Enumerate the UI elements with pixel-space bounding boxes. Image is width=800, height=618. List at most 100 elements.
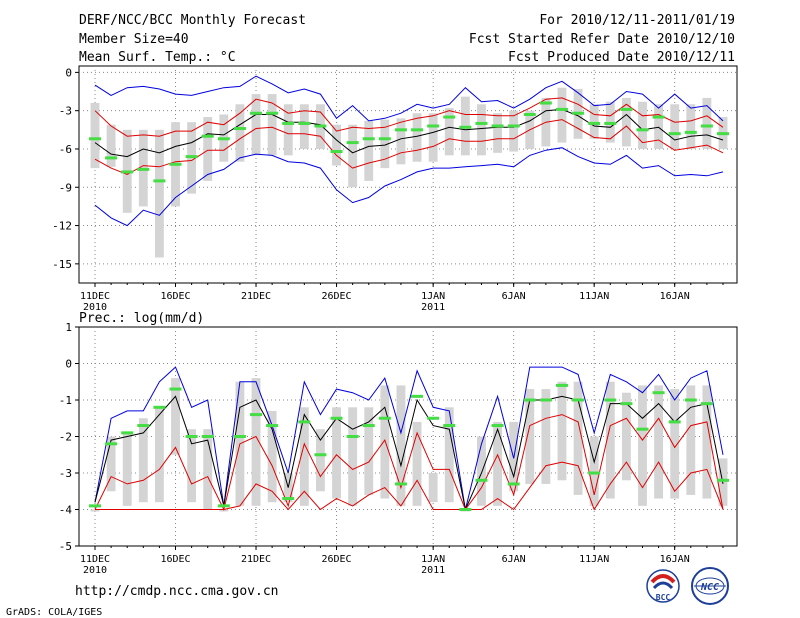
ensemble-box xyxy=(348,407,358,506)
ensemble-box xyxy=(299,407,309,506)
bcc-logo-arc-red xyxy=(650,574,676,584)
median-marker xyxy=(700,124,713,128)
ensemble-box xyxy=(348,124,358,188)
y-tick-label: -9 xyxy=(59,181,72,194)
ensemble-box xyxy=(477,104,486,156)
median-marker xyxy=(250,413,263,417)
median-marker xyxy=(89,137,101,141)
median-marker xyxy=(266,111,279,115)
series-line-lower xyxy=(95,461,724,511)
bcc-logo-arc-blue xyxy=(652,581,674,590)
x-tick-label: 16DEC xyxy=(160,554,190,565)
ensemble-box xyxy=(654,385,664,499)
median-marker xyxy=(604,121,617,125)
y-tick-label: -2 xyxy=(59,431,72,444)
ensemble-box xyxy=(493,421,502,506)
median-marker xyxy=(539,398,552,402)
x-tick-label: 11JAN xyxy=(579,291,609,302)
ensemble-box xyxy=(235,104,245,162)
median-marker xyxy=(233,127,246,131)
precip-panel-title: Prec.: log(mm/d) xyxy=(79,311,204,326)
median-marker xyxy=(572,398,585,402)
median-marker xyxy=(185,435,198,438)
ensemble-box xyxy=(686,104,696,149)
median-marker xyxy=(185,155,198,159)
series-line-lower xyxy=(94,119,724,176)
ensemble-box xyxy=(364,120,374,181)
median-marker xyxy=(282,497,295,501)
ensemble-box xyxy=(380,119,390,169)
y-tick-label: -6 xyxy=(59,143,72,156)
ensemble-box xyxy=(605,381,615,499)
median-marker xyxy=(668,420,681,424)
median-marker xyxy=(507,482,520,486)
x-tick-label: 6JAN xyxy=(502,554,526,565)
median-marker xyxy=(620,107,633,111)
ensemble-box xyxy=(316,429,325,492)
ensemble-box xyxy=(396,385,406,506)
y-tick-label: -3 xyxy=(59,105,72,118)
series-line-mean xyxy=(94,108,724,158)
median-marker xyxy=(523,398,536,402)
ensemble-box xyxy=(138,418,148,503)
bcc-logo-text: BCC xyxy=(656,593,671,602)
median-marker xyxy=(346,435,359,438)
median-marker xyxy=(105,156,118,160)
median-marker xyxy=(539,101,552,105)
median-marker xyxy=(362,137,375,141)
x-tick-label: 21DEC xyxy=(241,291,271,302)
y-tick-label: 0 xyxy=(65,66,72,79)
ensemble-box xyxy=(444,407,454,503)
member-size-label: Member Size=40 xyxy=(79,32,189,47)
ensemble-box xyxy=(589,104,599,139)
median-marker xyxy=(153,179,166,183)
ensemble-box xyxy=(589,436,599,506)
ensemble-box xyxy=(299,104,309,149)
median-marker xyxy=(137,424,150,428)
median-marker xyxy=(604,398,617,402)
median-marker xyxy=(314,453,327,457)
x-tick-year: 2011 xyxy=(421,302,445,313)
y-tick-label: -12 xyxy=(52,220,72,233)
start-date-label: Fcst Started Refer Date 2010/12/10 xyxy=(469,32,735,47)
series-line-upper xyxy=(94,414,724,511)
ensemble-box xyxy=(638,385,647,506)
median-marker xyxy=(491,424,504,428)
median-marker xyxy=(668,132,681,136)
x-tick-year: 2011 xyxy=(421,565,445,576)
median-marker xyxy=(684,130,697,134)
ncc-logo: NCC xyxy=(691,567,729,605)
median-marker xyxy=(330,150,343,154)
ensemble-box xyxy=(90,103,100,169)
ensemble-box xyxy=(477,436,486,506)
median-marker xyxy=(475,478,488,482)
median-marker xyxy=(169,162,182,166)
ensemble-box xyxy=(251,94,261,156)
median-marker xyxy=(378,137,391,141)
ensemble-box xyxy=(428,473,438,503)
median-marker xyxy=(330,416,343,420)
ensemble-box xyxy=(654,104,664,149)
y-tick-label: -3 xyxy=(59,467,72,480)
median-marker xyxy=(588,121,601,125)
ensemble-box xyxy=(332,124,341,166)
median-marker xyxy=(137,167,150,171)
x-tick-label: 16JAN xyxy=(660,291,690,302)
median-marker xyxy=(443,424,456,428)
ensemble-box xyxy=(251,378,261,506)
y-tick-label: -5 xyxy=(59,540,72,553)
ensemble-box xyxy=(171,378,180,455)
ensemble-box xyxy=(412,421,422,506)
ncc-logo-text: NCC xyxy=(700,582,719,593)
x-tick-label: 16DEC xyxy=(160,291,190,302)
median-marker xyxy=(217,137,230,141)
ensemble-box xyxy=(557,87,567,143)
median-marker xyxy=(443,115,456,119)
median-marker xyxy=(652,115,665,119)
median-marker xyxy=(169,387,182,391)
ensemble-box xyxy=(203,429,213,510)
median-marker xyxy=(572,111,585,115)
ensemble-box xyxy=(106,436,116,492)
